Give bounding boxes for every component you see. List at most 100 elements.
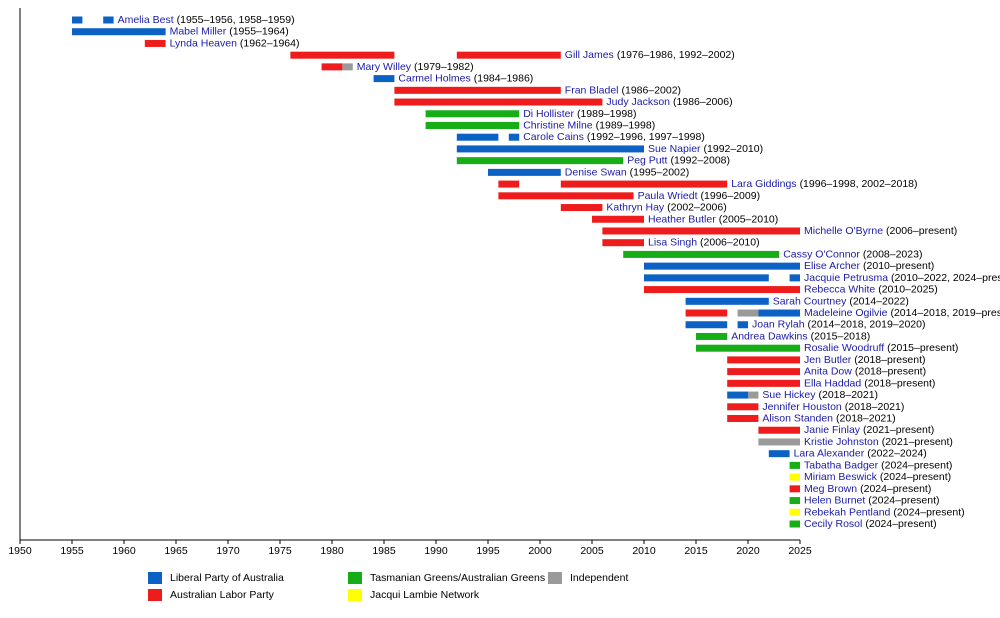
term-bar <box>488 168 561 176</box>
term-bar <box>727 368 800 376</box>
row-label: Alison Standen (2018–2021) <box>762 412 895 424</box>
term-bar <box>644 286 800 294</box>
member-name: Madeleine Ogilvie <box>804 307 888 319</box>
term-bar <box>560 204 603 212</box>
term-bar <box>727 379 800 387</box>
row-label: Peg Putt (1992–2008) <box>627 154 730 166</box>
member-name: Lisa Singh <box>648 236 697 248</box>
term-span: (1992–1996, 1997–1998) <box>587 131 705 143</box>
term-span: (2008–2023) <box>863 248 923 260</box>
term-bar <box>696 344 800 352</box>
term-bar <box>456 145 644 153</box>
legend-swatch <box>148 572 162 584</box>
x-tick-label: 1980 <box>320 545 344 557</box>
term-span: (2018–present) <box>855 365 926 377</box>
member-name: Anita Dow <box>804 365 852 377</box>
term-span: (1989–1998) <box>596 119 656 131</box>
term-bar <box>602 227 800 235</box>
member-name: Carole Cains <box>523 131 584 143</box>
term-span: (2018–2021) <box>836 412 896 424</box>
term-span: (1996–1998, 2002–2018) <box>800 178 918 190</box>
term-span: (2024–present) <box>881 459 952 471</box>
x-tick-label: 1955 <box>60 545 84 557</box>
term-bar <box>727 403 759 411</box>
row-label: Andrea Dawkins (2015–2018) <box>731 330 870 342</box>
row-label: Joan Rylah (2014–2018, 2019–2020) <box>752 319 925 331</box>
row-label: Christine Milne (1989–1998) <box>523 119 655 131</box>
term-bar <box>342 63 353 71</box>
term-span: (1992–2010) <box>704 143 764 155</box>
term-span: (2014–2018, 2019–2020) <box>808 319 926 331</box>
term-span: (2006–2010) <box>700 236 760 248</box>
member-name: Sarah Courtney <box>773 295 847 307</box>
member-name: Tabatha Badger <box>804 459 879 471</box>
term-bar <box>592 215 644 223</box>
term-span: (1962–1964) <box>240 37 300 49</box>
term-bar <box>789 485 800 493</box>
term-bar <box>644 274 769 282</box>
member-name: Elise Archer <box>804 260 861 272</box>
term-bar <box>789 473 800 481</box>
x-tick-label: 2020 <box>736 545 760 557</box>
term-bar <box>768 450 790 458</box>
row-label: Sarah Courtney (2014–2022) <box>773 295 909 307</box>
member-name: Helen Burnet <box>804 494 865 506</box>
x-tick-label: 2000 <box>528 545 552 557</box>
term-span: (1976–1986, 1992–2002) <box>617 49 735 61</box>
legend-swatch <box>148 589 162 601</box>
x-tick-label: 1985 <box>372 545 396 557</box>
term-span: (1995–2002) <box>630 166 690 178</box>
x-tick-label: 1975 <box>268 545 292 557</box>
term-bar <box>623 250 780 258</box>
term-bar <box>290 51 395 59</box>
row-label: Heather Butler (2005–2010) <box>648 213 778 225</box>
term-span: (1986–2002) <box>622 84 682 96</box>
row-label: Kristie Johnston (2021–present) <box>804 436 953 448</box>
x-tick-label: 1995 <box>476 545 500 557</box>
row-label: Amelia Best (1955–1956, 1958–1959) <box>118 14 295 26</box>
member-name: Denise Swan <box>565 166 627 178</box>
term-bar <box>696 332 728 340</box>
term-span: (2024–present) <box>868 494 939 506</box>
term-span: (2018–present) <box>854 354 925 366</box>
row-label: Miriam Beswick (2024–present) <box>804 471 951 483</box>
row-label: Jen Butler (2018–present) <box>804 354 926 366</box>
x-tick-label: 1970 <box>216 545 240 557</box>
term-bar <box>425 110 520 118</box>
row-label: Rosalie Woodruff (2015–present) <box>804 342 958 354</box>
member-name: Christine Milne <box>523 119 593 131</box>
row-label: Meg Brown (2024–present) <box>804 483 931 495</box>
member-name: Lara Alexander <box>794 447 865 459</box>
term-bar <box>456 133 499 141</box>
member-name: Jennifer Houston <box>762 401 842 413</box>
x-tick-label: 2010 <box>632 545 656 557</box>
member-name: Andrea Dawkins <box>731 330 807 342</box>
row-label: Paula Wriedt (1996–2009) <box>638 190 760 202</box>
row-label: Ella Haddad (2018–present) <box>804 377 935 389</box>
term-bar <box>789 461 800 469</box>
term-bar <box>103 16 114 24</box>
row-label: Rebekah Pentland (2024–present) <box>804 506 965 518</box>
term-span: (2024–present) <box>860 483 931 495</box>
row-label: Jennifer Houston (2018–2021) <box>762 401 904 413</box>
term-bar <box>498 192 634 200</box>
member-name: Michelle O'Byrne <box>804 225 883 237</box>
term-span: (2024–present) <box>865 518 936 530</box>
row-label: Lara Giddings (1996–1998, 2002–2018) <box>731 178 917 190</box>
row-label: Anita Dow (2018–present) <box>804 365 926 377</box>
row-label: Rebecca White (2010–2025) <box>804 283 938 295</box>
member-name: Joan Rylah <box>752 319 805 331</box>
term-bar <box>789 274 800 282</box>
x-tick-label: 1990 <box>424 545 448 557</box>
member-name: Gill James <box>565 49 614 61</box>
legend-label: Liberal Party of Australia <box>170 572 284 584</box>
term-bar <box>727 356 800 364</box>
term-bar <box>685 297 769 305</box>
term-bar <box>508 133 520 141</box>
legend-swatch <box>548 572 562 584</box>
term-span: (1984–1986) <box>474 72 534 84</box>
term-bar <box>737 321 748 329</box>
row-label: Sue Napier (1992–2010) <box>648 143 763 155</box>
row-label: Janie Finlay (2021–present) <box>804 424 934 436</box>
legend-swatch <box>348 572 362 584</box>
